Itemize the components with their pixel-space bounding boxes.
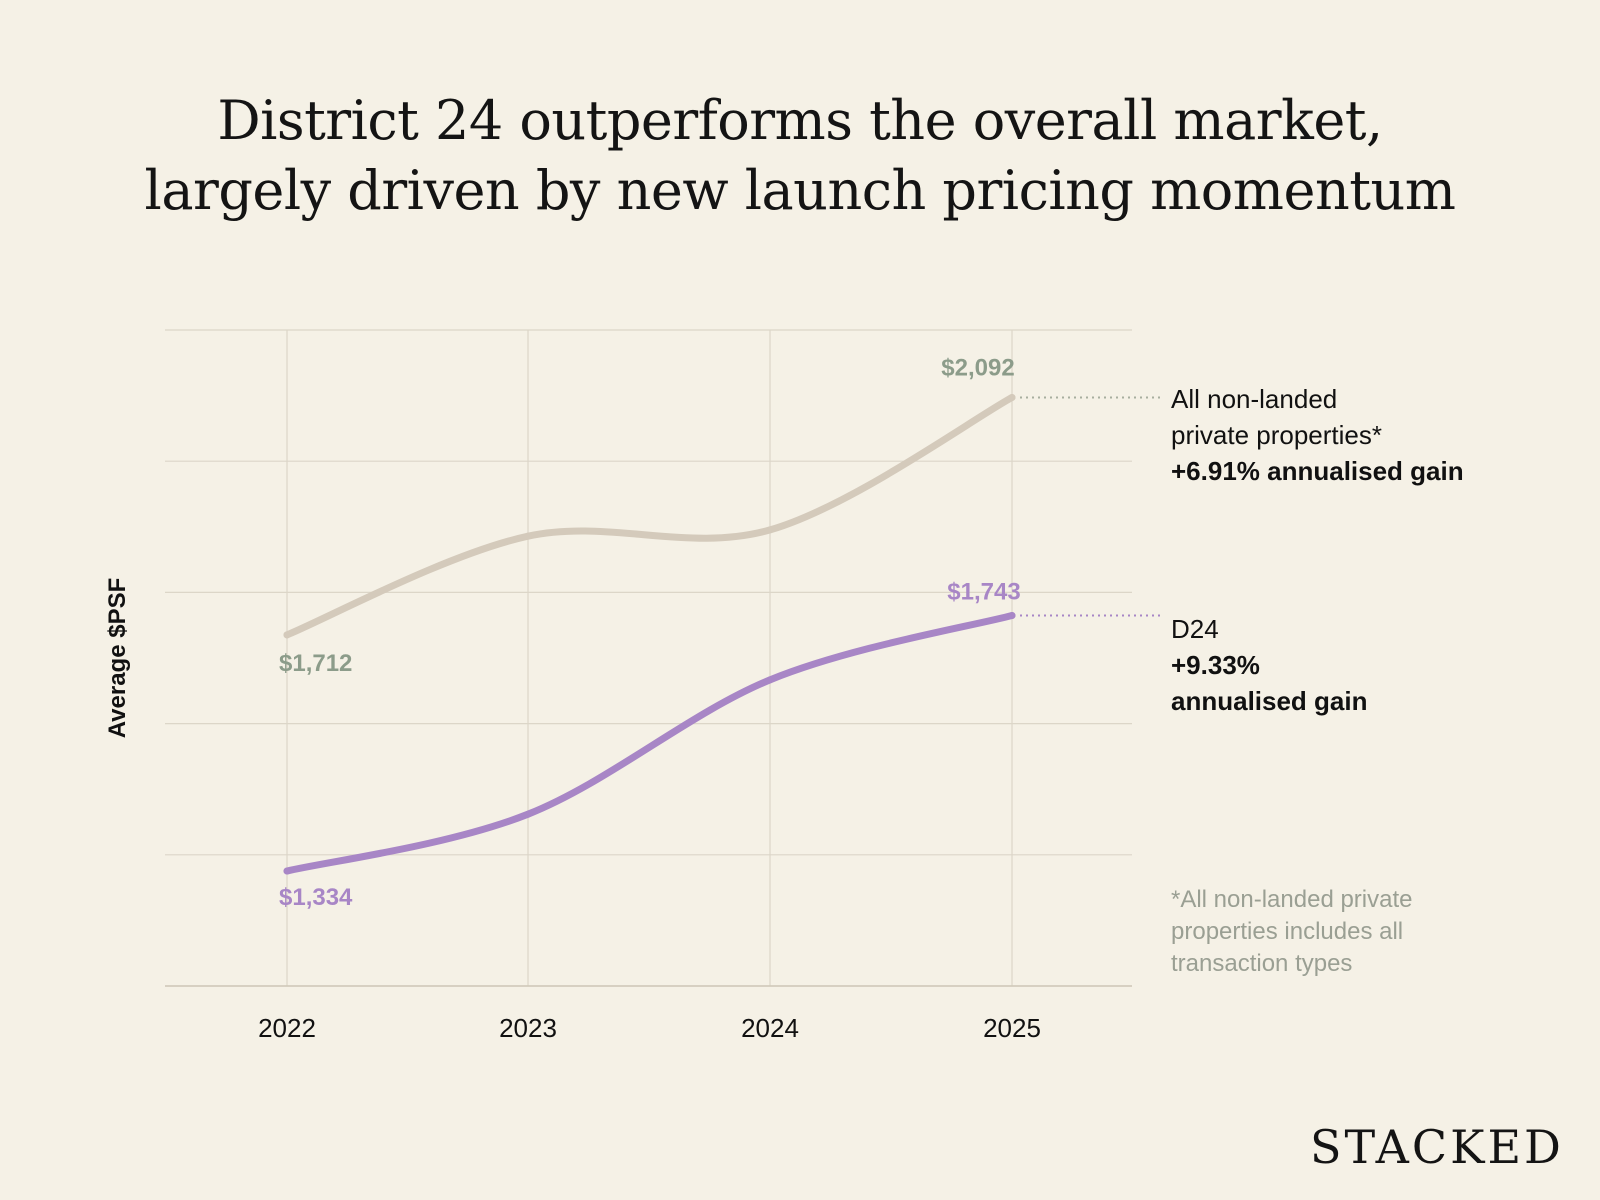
data-point xyxy=(524,532,532,540)
data-point xyxy=(283,631,291,639)
data-label-end: $1,743 xyxy=(947,579,1020,606)
footnote: *All non-landed private properties inclu… xyxy=(1171,884,1491,980)
x-tick-label: 2024 xyxy=(741,1013,799,1043)
footnote-line-2: properties includes all xyxy=(1171,918,1404,945)
series-note-all-line-2: private properties* xyxy=(1171,420,1382,450)
stacked-logo: STACKED xyxy=(1310,1120,1564,1174)
y-axis-label: Average $PSF xyxy=(104,577,131,739)
chart-title-line-1: District 24 outperforms the overall mark… xyxy=(217,89,1383,152)
series-line-d24 xyxy=(283,612,1016,875)
series-note-d24-gain: +9.33% xyxy=(1171,650,1260,680)
series-note-all-gain: +6.91% annualised gain xyxy=(1171,456,1464,486)
footnote-line-3: transaction types xyxy=(1171,950,1353,977)
series-note-d24: D24 +9.33% annualised gain xyxy=(1171,611,1368,719)
x-tick-label: 2022 xyxy=(258,1013,316,1043)
chart-title: District 24 outperforms the overall mark… xyxy=(0,86,1600,226)
series-note-all-non-landed: All non-landed private properties* +6.91… xyxy=(1171,381,1464,489)
data-label-start: $1,712 xyxy=(279,650,352,677)
data-point xyxy=(524,810,532,818)
series-note-d24-name: D24 xyxy=(1171,614,1219,644)
series-note-all-line-1: All non-landed xyxy=(1171,384,1338,414)
data-point xyxy=(283,867,291,875)
chart-title-line-2: largely driven by new launch pricing mom… xyxy=(144,159,1456,222)
data-point xyxy=(766,526,774,534)
data-point xyxy=(1008,612,1016,620)
data-point xyxy=(1008,393,1016,401)
data-label-start: $1,334 xyxy=(279,884,353,911)
x-tick-label: 2025 xyxy=(983,1013,1041,1043)
x-tick-label: 2023 xyxy=(499,1013,557,1043)
data-point xyxy=(766,676,774,684)
footnote-line-1: *All non-landed private xyxy=(1171,886,1413,913)
series-note-d24-gain-label: annualised gain xyxy=(1171,686,1368,716)
data-label-end: $2,092 xyxy=(941,354,1014,381)
series-line-all-non-landed xyxy=(283,393,1016,639)
